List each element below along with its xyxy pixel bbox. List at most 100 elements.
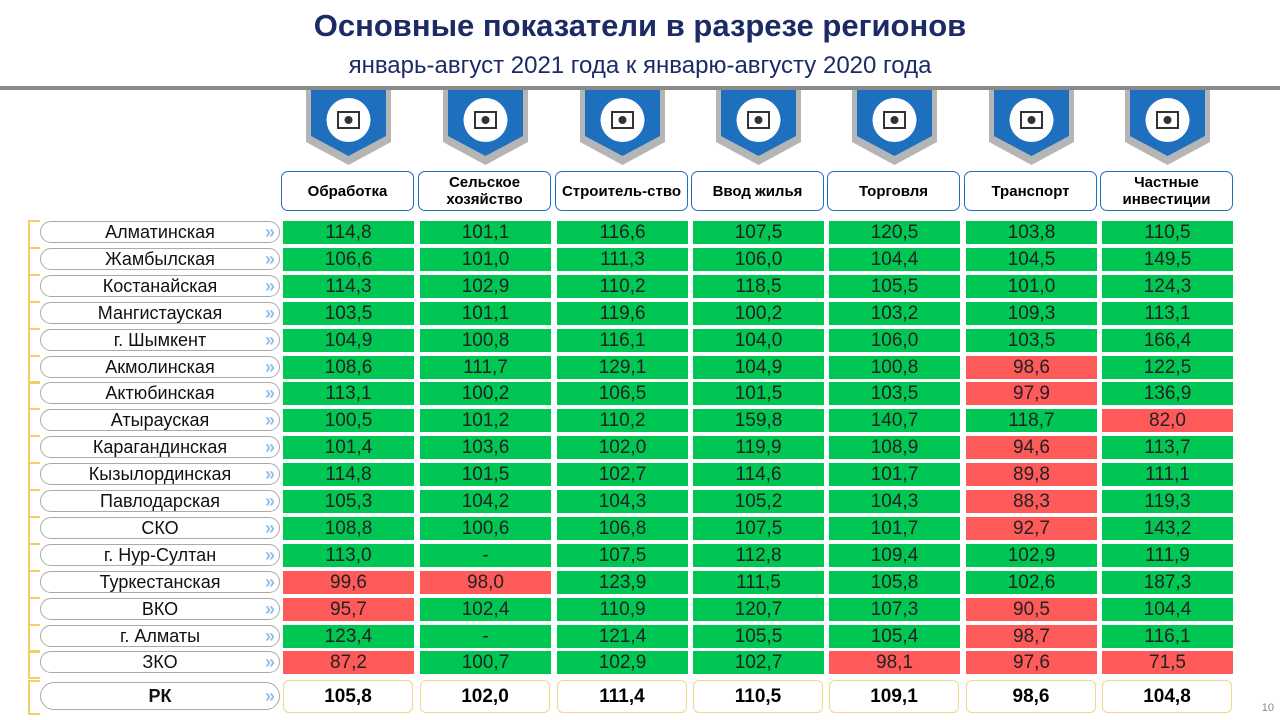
region-name: Костанайская [102, 275, 218, 296]
value-cell: 92,7 [966, 517, 1097, 540]
value-cell: 106,5 [557, 382, 688, 405]
value-cell: 105,3 [283, 490, 414, 513]
chevron-right-icon: » [264, 544, 275, 565]
chevron-right-icon: » [264, 463, 275, 484]
value-cell: 100,5 [283, 409, 414, 432]
region-label: г. Алматы » [40, 625, 280, 647]
value-cell: 114,8 [283, 463, 414, 486]
value-cell: 116,6 [557, 221, 688, 244]
region-label: Атырауская » [40, 409, 280, 431]
value-cell: 104,4 [829, 248, 960, 271]
value-cell: 90,5 [966, 598, 1097, 621]
value-cell: 103,5 [966, 329, 1097, 352]
value-cell: 89,8 [966, 463, 1097, 486]
total-label: РК » [40, 682, 280, 710]
row-bracket [28, 543, 40, 572]
value-cell: 99,6 [283, 571, 414, 594]
chevron-right-icon: » [264, 275, 275, 296]
value-cell: 94,6 [966, 436, 1097, 459]
row-bracket [28, 570, 40, 599]
value-cell: 110,5 [1102, 221, 1233, 244]
value-cell: 114,8 [283, 221, 414, 244]
value-cell: 111,7 [420, 356, 551, 379]
value-cell: 101,1 [420, 302, 551, 325]
row-bracket [28, 462, 40, 491]
value-cell: 100,2 [693, 302, 824, 325]
value-cell: 105,4 [829, 625, 960, 648]
value-cell: 104,5 [966, 248, 1097, 271]
column-banner [557, 90, 688, 165]
value-cell: 107,5 [557, 544, 688, 567]
value-cell: 104,9 [283, 329, 414, 352]
chevron-right-icon: » [264, 409, 275, 430]
page-subtitle: январь-август 2021 года к январю-августу… [348, 52, 932, 79]
chevron-right-icon: » [264, 625, 275, 646]
column-header-4: Торговля [827, 171, 960, 211]
row-bracket [28, 355, 40, 384]
column-header-0: Обработка [281, 171, 414, 211]
region-name: РК [148, 685, 172, 706]
row-bracket [28, 516, 40, 545]
value-cell: 124,3 [1102, 275, 1233, 298]
total-cell: 104,8 [1102, 680, 1232, 713]
value-cell: 103,8 [966, 221, 1097, 244]
divider [0, 86, 1280, 90]
value-cell: 120,5 [829, 221, 960, 244]
value-cell: 101,5 [693, 382, 824, 405]
value-cell: 108,8 [283, 517, 414, 540]
total-cell: 111,4 [557, 680, 687, 713]
region-name: Акмолинская [105, 356, 215, 377]
value-cell: 101,2 [420, 409, 551, 432]
region-label: ВКО » [40, 598, 280, 620]
value-cell: 101,4 [283, 436, 414, 459]
value-cell: 106,0 [693, 248, 824, 271]
value-cell: 122,5 [1102, 356, 1233, 379]
region-label: Костанайская » [40, 275, 280, 297]
row-bracket [28, 381, 40, 410]
value-cell: 166,4 [1102, 329, 1233, 352]
row-bracket [28, 435, 40, 464]
region-name: Атырауская [110, 409, 210, 430]
region-name: г. Шымкент [113, 329, 207, 350]
chevron-right-icon: » [264, 356, 275, 377]
chevron-right-icon: » [264, 685, 275, 706]
total-cell: 98,6 [966, 680, 1096, 713]
value-cell: 116,1 [1102, 625, 1233, 648]
region-name: Мангистауская [97, 302, 223, 323]
row-bracket [28, 680, 40, 715]
region-label: Алматинская » [40, 221, 280, 243]
value-cell: 113,7 [1102, 436, 1233, 459]
region-label: Павлодарская » [40, 490, 280, 512]
column-header-6: Частные инвестиции [1100, 171, 1233, 211]
value-cell: 110,2 [557, 275, 688, 298]
value-cell: 102,9 [966, 544, 1097, 567]
column-header-3: Ввод жилья [691, 171, 824, 211]
value-cell: 102,0 [557, 436, 688, 459]
value-cell: 105,8 [829, 571, 960, 594]
region-name: Алматинская [105, 221, 215, 242]
value-cell: 114,6 [693, 463, 824, 486]
value-cell: 159,8 [693, 409, 824, 432]
value-cell: 98,7 [966, 625, 1097, 648]
row-bracket [28, 408, 40, 437]
region-name: ЗКО [142, 651, 178, 672]
value-cell: 103,5 [283, 302, 414, 325]
column-banner [283, 90, 414, 165]
region-label: СКО » [40, 517, 280, 539]
value-cell: 104,0 [693, 329, 824, 352]
value-cell: 105,5 [693, 625, 824, 648]
value-cell: 105,2 [693, 490, 824, 513]
value-cell: 113,0 [283, 544, 414, 567]
value-cell: 101,5 [420, 463, 551, 486]
row-bracket [28, 489, 40, 518]
region-label: г. Шымкент » [40, 329, 280, 351]
region-name: Карагандинская [92, 436, 228, 457]
chevron-right-icon: » [264, 221, 275, 242]
value-cell: 71,5 [1102, 651, 1233, 674]
value-cell: 114,3 [283, 275, 414, 298]
value-cell: 100,2 [420, 382, 551, 405]
region-name: СКО [141, 517, 179, 538]
value-cell: 119,9 [693, 436, 824, 459]
value-cell: 107,5 [693, 517, 824, 540]
value-cell: 98,0 [420, 571, 551, 594]
